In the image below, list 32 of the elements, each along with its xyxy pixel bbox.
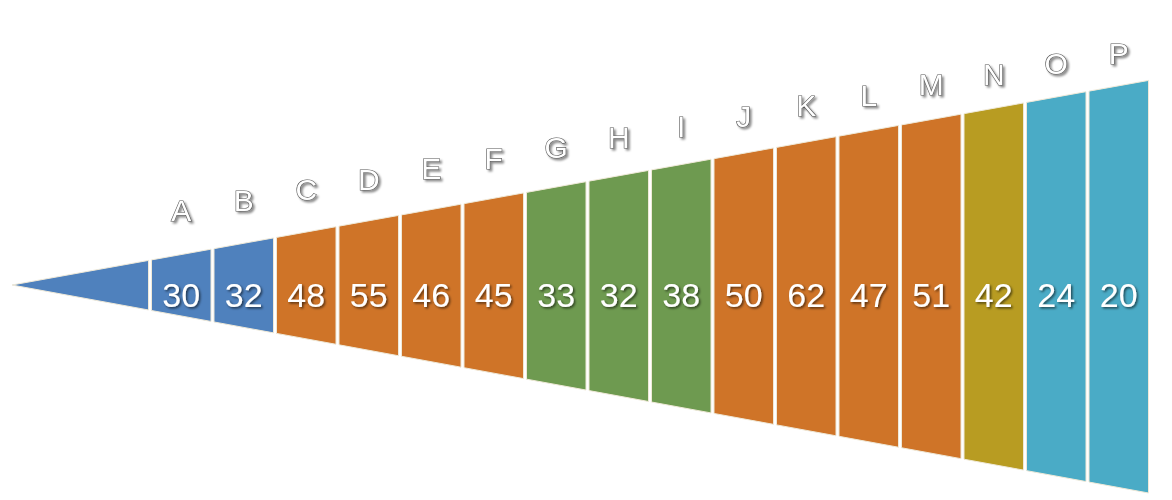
category-label: O — [1044, 47, 1068, 81]
category-label: L — [860, 78, 878, 112]
category-label: C — [295, 173, 318, 207]
category-label: E — [421, 152, 442, 186]
data-label: 51 — [912, 276, 951, 314]
category-label: P — [1108, 36, 1129, 70]
data-label: 32 — [224, 276, 263, 314]
data-label: 38 — [662, 276, 701, 314]
data-label: 33 — [537, 276, 576, 314]
category-label: F — [484, 141, 503, 175]
data-label: 24 — [1037, 276, 1076, 314]
category-label: N — [982, 57, 1005, 91]
category-label: G — [544, 131, 568, 165]
category-label: K — [796, 89, 817, 123]
data-label: 46 — [412, 276, 451, 314]
data-label: 45 — [474, 276, 513, 314]
data-label: 55 — [349, 276, 388, 314]
data-label: 48 — [287, 276, 326, 314]
data-label: 42 — [974, 276, 1013, 314]
data-label: 50 — [724, 276, 763, 314]
category-label: J — [736, 99, 752, 133]
category-label: H — [607, 120, 630, 154]
category-label: B — [233, 183, 254, 217]
category-label: M — [918, 68, 944, 102]
data-label: 30 — [162, 276, 201, 314]
category-label: A — [171, 194, 192, 228]
data-label: 20 — [1099, 276, 1138, 314]
data-label: 62 — [787, 276, 826, 314]
data-label: 47 — [849, 276, 888, 314]
data-label: 32 — [599, 276, 638, 314]
category-label: I — [677, 110, 686, 144]
category-label: D — [357, 162, 380, 196]
